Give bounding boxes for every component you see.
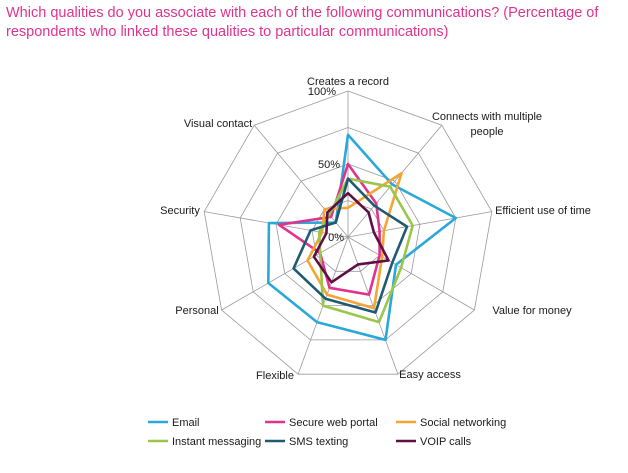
axis-label: Easy access [399,369,461,381]
spoke [253,124,349,238]
legend-label: Email [172,417,200,429]
series-line-email [266,133,458,342]
legend-label: VOIP calls [420,436,472,448]
legend-label: Secure web portal [289,417,378,429]
series-line-social-networking [306,171,403,310]
axis-label: Personal [175,305,218,317]
legend-label: Instant messaging [172,436,261,448]
legend-label: SMS texting [289,436,348,448]
series-line-voip-calls [312,191,390,284]
axis-label: Creates a record [307,76,389,88]
chart-title: Which qualities do you associate with ea… [6,5,599,40]
axis-label: Value for money [492,305,572,317]
axis-label: Efficient use of time [495,205,591,217]
tick-labels: 0% 50% 100% [308,86,344,244]
legend-item: VOIP calls [396,436,472,448]
spoke [347,236,475,311]
spoke [347,124,443,238]
legend-item: Secure web portal [265,417,378,429]
grid-ring-100 [203,90,493,375]
tick-label: 50% [318,159,340,171]
legend-item: Social networking [396,417,506,429]
tick-label: 0% [328,232,344,244]
spoke [347,236,399,375]
legend-item: SMS texting [265,436,348,448]
legend: Email Secure web portal Social networking I… [148,417,506,448]
axis-label: Visual contact [184,118,252,130]
grid-ring-75 [239,127,457,341]
spoke [221,236,349,311]
axis-label: Connects with multiple people [432,111,542,138]
axis-label: Flexible [256,370,294,382]
spoke [347,211,492,238]
series-line-secure-web-portal [277,162,381,296]
legend-label: Social networking [420,417,506,429]
axis-label: Security [160,205,200,217]
legend-item: Email [148,417,200,429]
series-line-sms-texting [292,177,409,314]
radar-series [266,133,458,342]
series-line-instant-messaging [317,177,415,324]
legend-item: Instant messaging [148,436,261,448]
axis-labels: Creates a record Connects with multiple pe… [160,76,591,382]
tick-label: 100% [308,86,336,98]
